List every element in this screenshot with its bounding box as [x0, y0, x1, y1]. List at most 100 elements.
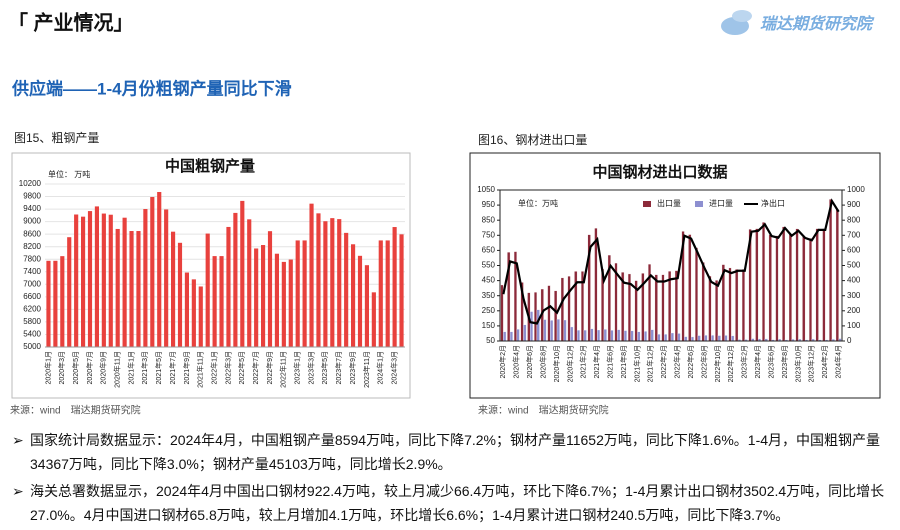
bar [822, 228, 826, 342]
plot-frame [499, 189, 843, 342]
bar [337, 219, 342, 347]
bar [226, 226, 231, 347]
bar [364, 265, 369, 347]
x-tick-label: 2020年6月 [525, 345, 534, 378]
bar [205, 233, 210, 347]
y-tick-label: 800 [847, 215, 861, 224]
bar [711, 335, 715, 342]
y-tick-label: 350 [482, 291, 496, 300]
x-tick-label: 2020年4月 [512, 345, 521, 378]
y-tick-label: 550 [482, 261, 496, 270]
x-tick-label: 2022年1月 [209, 351, 218, 384]
bar [392, 227, 397, 347]
bullet: ➢ 海关总署数据显示，2024年4月中国出口钢材922.4万吨，较上月减少66.4… [12, 483, 885, 523]
x-tick-label: 2022年7月 [251, 351, 260, 384]
y-tick-label: 6200 [23, 304, 41, 313]
bar [536, 309, 540, 342]
y-tick-label: 100 [847, 321, 861, 330]
legend-swatch [643, 201, 651, 207]
bar [219, 256, 224, 347]
bar [674, 270, 678, 342]
y-tick-label: 0 [847, 336, 852, 345]
bar [775, 235, 779, 342]
x-tick-label: 2021年10月 [632, 345, 641, 382]
x-tick-label: 2022年6月 [686, 345, 695, 378]
y-tick-label: 7400 [23, 267, 41, 276]
y-tick-label: 950 [482, 200, 496, 209]
x-tick-label: 2023年7月 [334, 351, 343, 384]
bar [212, 256, 217, 347]
x-tick-label: 2022年2月 [659, 345, 668, 378]
chart-title: 中国粗钢产量 [165, 157, 255, 175]
bar [690, 336, 694, 342]
logo-text: 瑞达期货研究院 [760, 15, 875, 33]
bar [503, 331, 507, 342]
x-tick-label: 2023年1月 [293, 351, 302, 384]
bar [150, 197, 155, 347]
bar [731, 335, 735, 342]
bar [603, 329, 607, 342]
bar [267, 231, 273, 347]
bar [67, 237, 72, 347]
x-tick-label: 2020年10月 [552, 345, 561, 382]
bar [704, 335, 708, 342]
x-tick-label: 2020年8月 [538, 345, 547, 378]
bar [46, 260, 51, 347]
bar [233, 212, 238, 347]
x-tick-label: 2022年9月 [265, 351, 274, 384]
bar [617, 329, 621, 342]
y-tick-label: 700 [847, 230, 861, 239]
bar [664, 334, 668, 342]
x-tick-label: 2024年2月 [820, 345, 829, 378]
source: 来源：wind 瑞达期货研究院 [10, 404, 141, 417]
y-tick-label: 7800 [23, 254, 41, 263]
bar [351, 244, 356, 347]
bar [115, 228, 120, 347]
y-tick-label: 9800 [23, 192, 41, 201]
bar [560, 277, 564, 342]
bar [583, 329, 587, 342]
chart-frame [11, 152, 411, 399]
y-tick-label: 900 [847, 200, 861, 209]
chart-title: 中国钢材进出口数据 [592, 163, 727, 181]
bar [808, 238, 812, 342]
bar [516, 329, 520, 342]
bar [594, 228, 598, 342]
bar [184, 272, 189, 347]
x-tick-label: 2021年2月 [579, 345, 588, 378]
bar [688, 234, 692, 342]
bar [694, 247, 698, 342]
bar [254, 248, 259, 347]
bar [344, 232, 349, 347]
bar [295, 240, 300, 347]
x-tick-label: 2020年5月 [71, 351, 80, 384]
x-tick-label: 2020年3月 [57, 351, 66, 384]
bar [136, 231, 141, 347]
bar [829, 199, 833, 342]
bar [670, 332, 674, 342]
bullet-text: 海关总署数据显示，2024年4月中国出口钢材922.4万吨，较上月减少66.4万… [30, 483, 885, 523]
bar [101, 213, 106, 347]
bullet: ➢ 国家统计局数据显示：2024年4月，中国粗钢产量8594万吨，同比下降7.2%… [12, 432, 881, 472]
y-tick-label: 200 [847, 306, 861, 315]
bar [191, 279, 196, 347]
bar [768, 234, 772, 342]
y-tick-label: 8200 [23, 242, 41, 251]
x-tick-label: 2024年3月 [389, 351, 398, 384]
bar [554, 290, 558, 342]
bar [316, 213, 321, 347]
bar [782, 226, 786, 342]
legend-label: 净出口 [761, 198, 785, 208]
bar [399, 234, 404, 347]
bar [247, 219, 252, 347]
y-tick-label: 300 [847, 291, 861, 300]
bar [371, 292, 376, 347]
bar [534, 292, 538, 342]
bar [108, 214, 113, 347]
bar [654, 274, 658, 342]
bar [657, 334, 661, 342]
figure-caption: 图15、粗钢产量 [14, 131, 99, 145]
x-tick-label: 2020年12月 [565, 345, 574, 382]
